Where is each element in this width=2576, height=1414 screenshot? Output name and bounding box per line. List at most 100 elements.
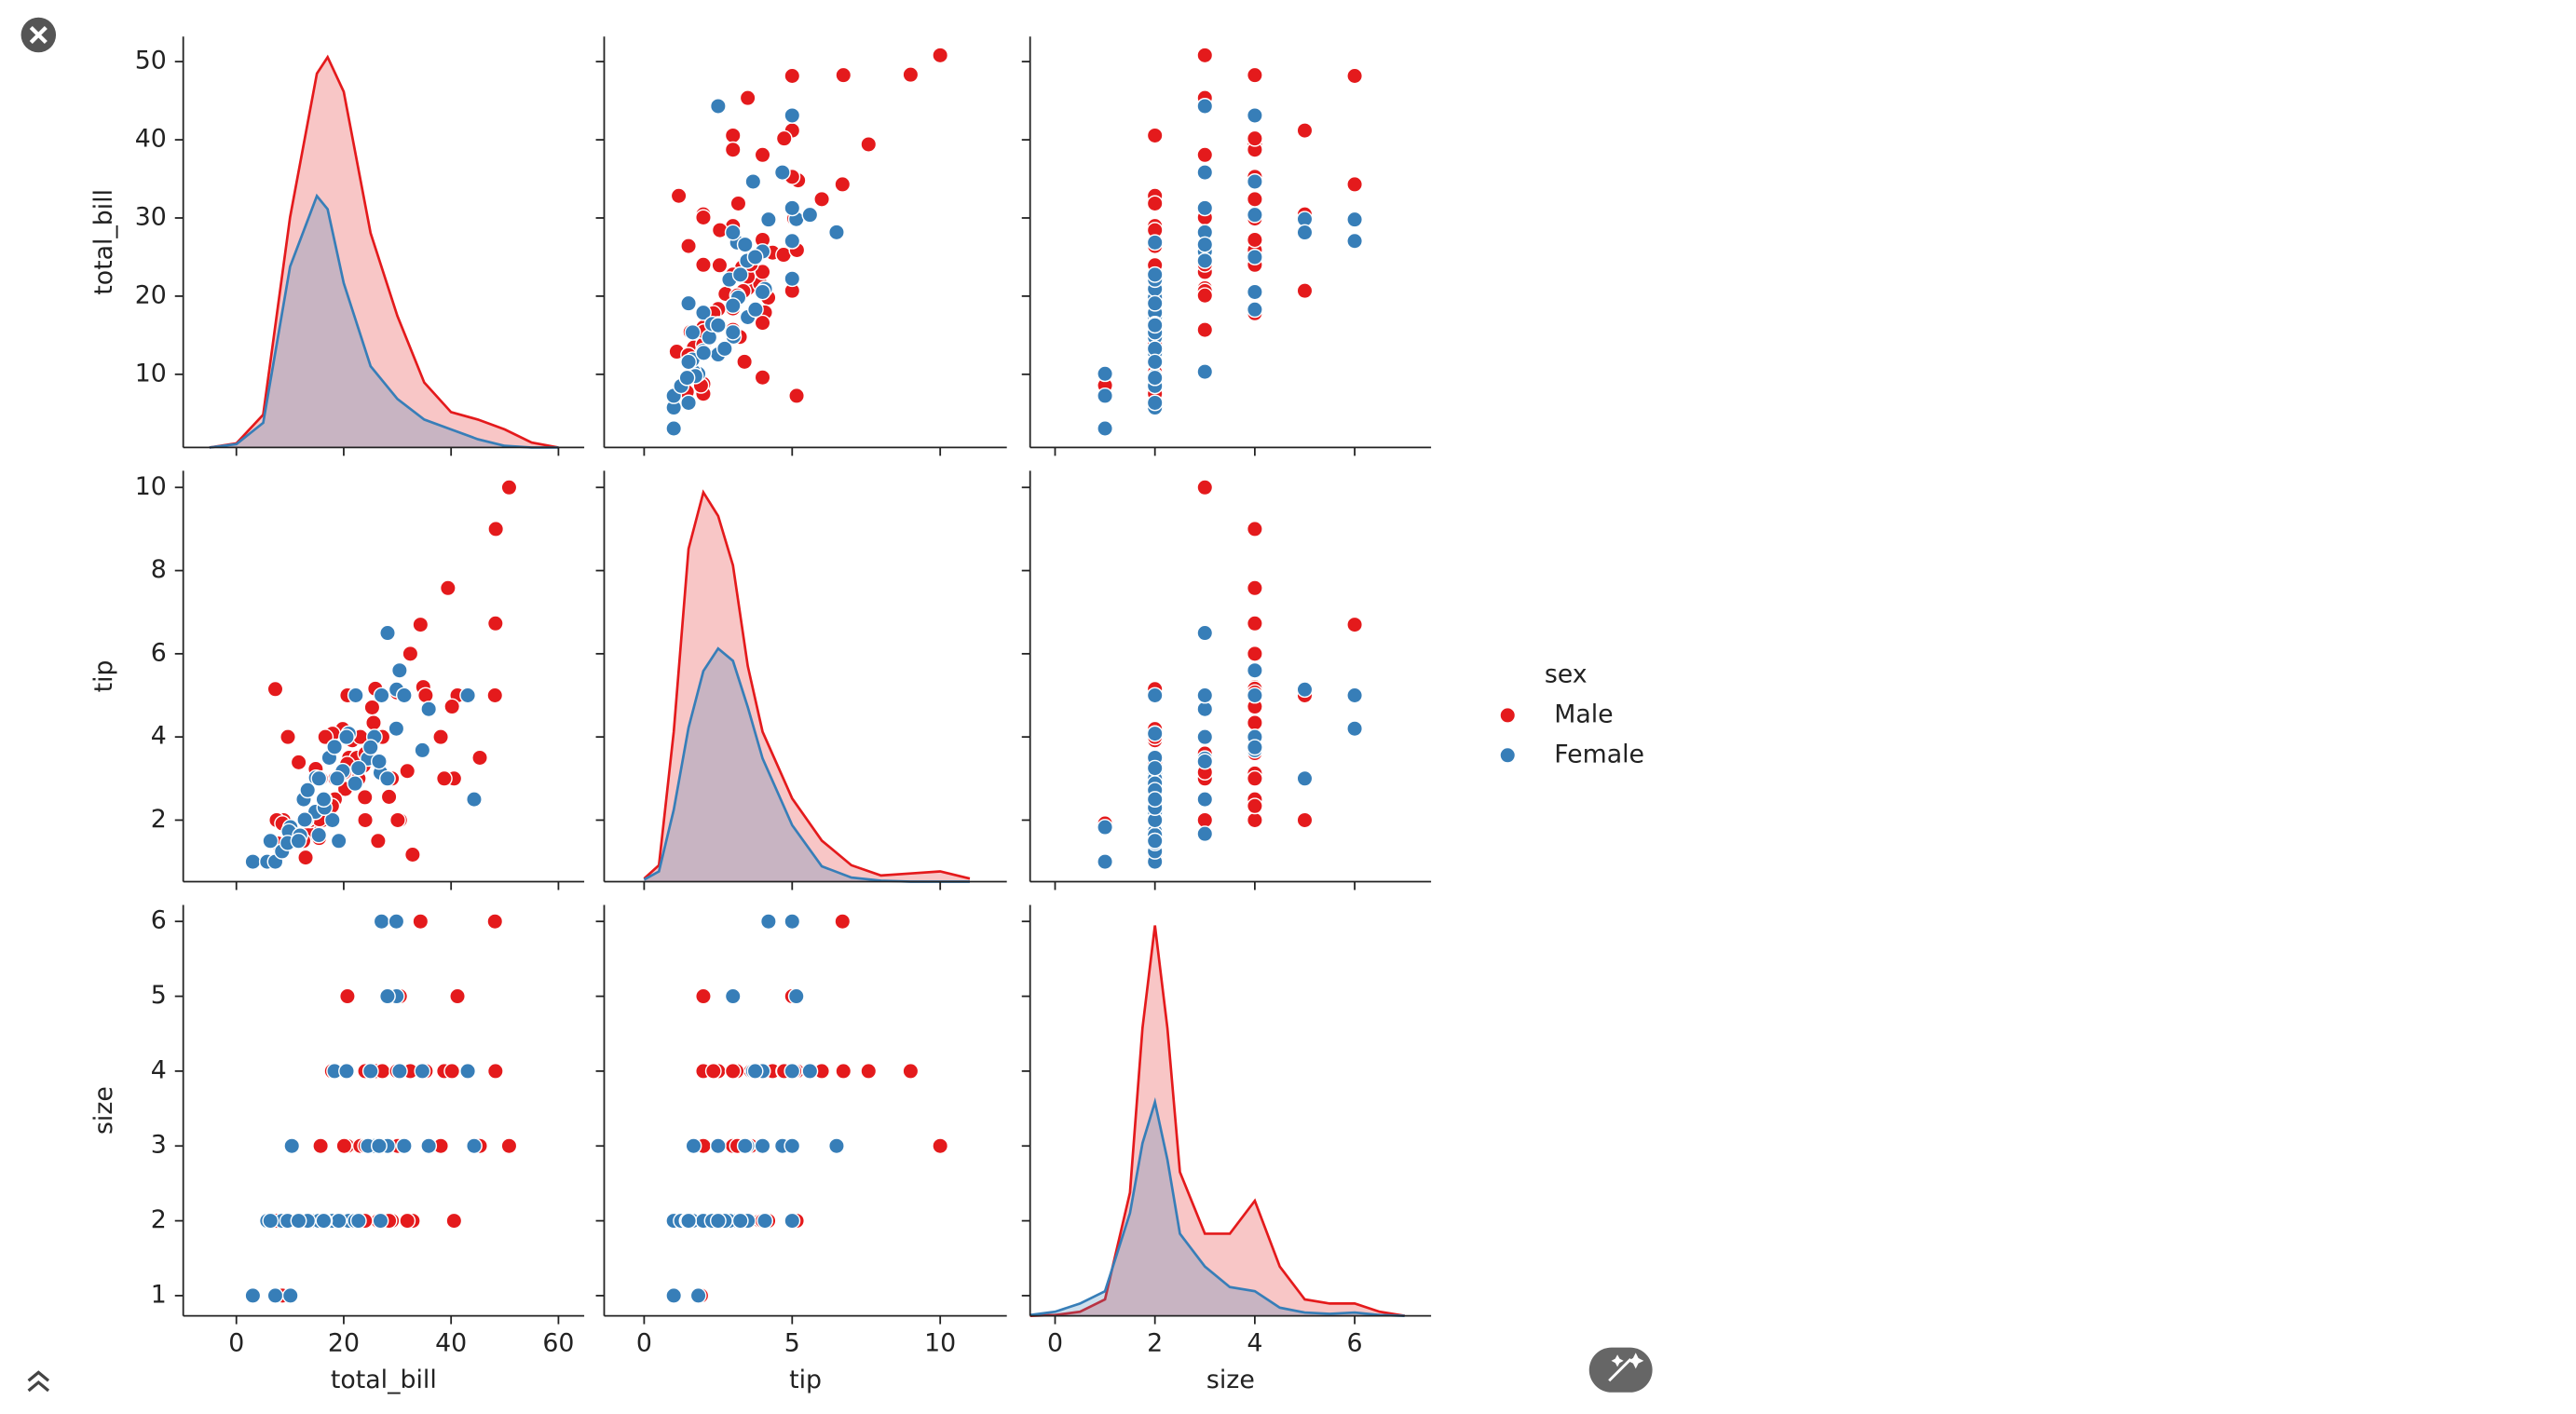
scatter-point	[1196, 236, 1214, 253]
scatter-point	[689, 1287, 707, 1304]
scatter-point	[1146, 127, 1164, 144]
scatter-point	[784, 107, 801, 124]
scatter-point	[860, 1062, 878, 1080]
scatter-point	[486, 687, 504, 704]
y-axis-label: tip	[89, 660, 118, 693]
kde-fill	[644, 648, 970, 882]
scatter-point	[1246, 231, 1263, 249]
kde-line	[209, 193, 559, 449]
scatter-point	[373, 687, 390, 704]
scatter-point	[395, 687, 413, 704]
y-tick-label: 3	[151, 1131, 167, 1160]
x-tick-label: 6	[1347, 1328, 1363, 1357]
scatter-point	[1296, 681, 1314, 699]
scatter-point	[312, 1137, 330, 1155]
scatter-point	[1097, 853, 1114, 871]
scatter-point	[290, 754, 307, 771]
y-tick-label: 10	[135, 359, 167, 387]
scatter-point	[670, 187, 688, 205]
scatter-point	[1146, 687, 1164, 704]
scatter-point	[378, 769, 396, 787]
scatter-point	[1196, 363, 1214, 381]
scatter-point	[680, 353, 697, 371]
scatter-point	[759, 913, 777, 931]
scatter-point	[1146, 832, 1164, 850]
scatter-point	[754, 369, 771, 387]
magic-icon[interactable]	[1608, 1353, 1644, 1382]
x-tick-label: 20	[328, 1328, 360, 1357]
scatter-point	[310, 769, 328, 787]
scatter-point	[1146, 369, 1164, 387]
scatter-point	[1196, 164, 1214, 182]
scatter-point	[266, 680, 284, 698]
close-button[interactable]	[20, 17, 57, 53]
scatter-point	[1146, 195, 1164, 212]
scatter-point	[1196, 321, 1214, 339]
scatter-point	[746, 301, 764, 319]
y-tick-label: 8	[151, 555, 167, 584]
scatter-point	[801, 206, 819, 224]
scatter-point	[402, 645, 419, 662]
scatter-point	[262, 832, 279, 850]
scatter-point	[315, 791, 333, 809]
scatter-point	[486, 1062, 504, 1080]
magic-button[interactable]	[1588, 1347, 1653, 1393]
scatter-point	[835, 1062, 852, 1080]
y-tick-label: 6	[151, 638, 167, 667]
scatter-point	[388, 913, 405, 931]
scatter-point	[731, 1212, 749, 1230]
scatter-point	[395, 1137, 413, 1155]
scatter-point	[754, 263, 771, 280]
x-tick-label: 2	[1147, 1328, 1163, 1357]
scatter-point	[414, 741, 431, 759]
scatter-point	[323, 811, 341, 829]
scatter-point	[724, 987, 742, 1005]
scatter-point	[1296, 811, 1314, 829]
scatter-point	[399, 1212, 416, 1230]
scatter-point	[729, 195, 747, 212]
scatter-point	[784, 199, 801, 217]
scatter-point	[283, 1137, 301, 1155]
x-tick-label: 40	[435, 1328, 467, 1357]
kde-fill	[1029, 925, 1405, 1316]
scatter-point	[370, 753, 388, 770]
scatter-point	[459, 1062, 477, 1080]
scatter-point	[902, 66, 920, 84]
scatter-point	[373, 913, 390, 931]
scatter-point	[363, 699, 381, 716]
scatter-point	[347, 687, 364, 704]
scatter-point	[685, 1137, 702, 1155]
scatter-point	[784, 1062, 801, 1080]
y-tick-label: 40	[135, 125, 167, 154]
scatter-point	[680, 394, 697, 412]
scatter-point	[388, 720, 405, 738]
scatter-point	[1196, 825, 1214, 843]
panel	[595, 36, 1007, 456]
y-tick-label: 4	[151, 1055, 167, 1084]
close-x[interactable]	[29, 25, 48, 45]
scatter-point	[370, 1137, 388, 1155]
scatter-point	[315, 1212, 333, 1230]
x-axis-label: size	[1206, 1366, 1255, 1394]
scatter-point	[744, 173, 762, 190]
scatter-point	[1346, 175, 1364, 193]
scatter-point	[1246, 797, 1263, 815]
panel: 2 4 6 8 10	[135, 470, 585, 891]
kde-line	[1029, 1096, 1405, 1317]
scatter-point	[716, 340, 733, 358]
scatter-point	[266, 1287, 284, 1304]
scatter-point	[1146, 791, 1164, 809]
scatter-point	[290, 1212, 307, 1230]
scatter-point	[787, 987, 805, 1005]
scatter-point	[1246, 283, 1263, 301]
scatter-point	[709, 1137, 727, 1155]
scatter-point	[736, 236, 754, 253]
y-tick-label: 6	[151, 906, 167, 935]
scatter-point	[695, 304, 712, 321]
scatter-point	[1097, 387, 1114, 404]
scatter-point	[736, 353, 754, 371]
scatter-point	[420, 700, 438, 718]
scatter-point	[244, 853, 262, 871]
collapse-button[interactable]	[27, 1370, 50, 1393]
scatter-point	[932, 47, 949, 64]
